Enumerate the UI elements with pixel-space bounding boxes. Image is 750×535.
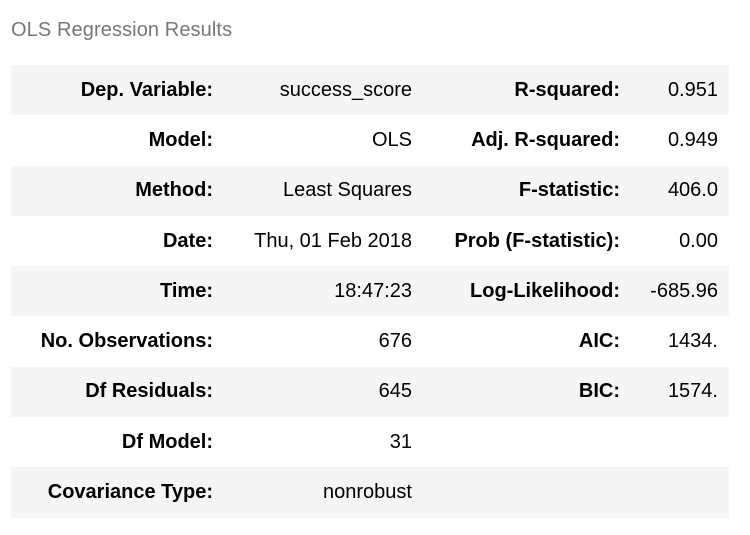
right-label-cell: Log-Likelihood:	[423, 266, 631, 317]
table-row: Df Residuals: 645 BIC: 1574.	[11, 366, 729, 418]
right-label-cell: Prob (F-statistic):	[423, 215, 631, 267]
right-value-cell: 0.951	[631, 65, 729, 116]
table-row: Time: 18:47:23 Log-Likelihood: -685.96	[11, 266, 729, 317]
table-row: Model: OLS Adj. R-squared: 0.949	[11, 115, 729, 166]
left-value-cell: success_score	[224, 65, 423, 116]
table-row: Method: Least Squares F-statistic: 406.0	[11, 165, 729, 216]
left-value-cell: Least Squares	[224, 165, 423, 216]
right-label-cell: AIC:	[423, 316, 631, 367]
right-value-cell	[631, 467, 729, 518]
left-label-cell: No. Observations:	[11, 316, 224, 367]
ols-results-table: Dep. Variable: success_score R-squared: …	[11, 65, 729, 518]
left-label-cell: Dep. Variable:	[11, 65, 224, 116]
right-label-cell: BIC:	[423, 366, 631, 418]
table-row: Covariance Type: nonrobust	[11, 467, 729, 518]
left-value-cell: nonrobust	[224, 467, 423, 518]
left-label-cell: Df Residuals:	[11, 366, 224, 418]
right-value-cell: 1434.	[631, 316, 729, 367]
left-value-cell: 31	[224, 417, 423, 468]
left-label-cell: Date:	[11, 215, 224, 267]
left-label-cell: Time:	[11, 266, 224, 317]
left-value-cell: 18:47:23	[224, 266, 423, 317]
right-value-cell	[631, 417, 729, 468]
left-label-cell: Df Model:	[11, 417, 224, 468]
right-value-cell: 406.0	[631, 165, 729, 216]
right-value-cell: 0.00	[631, 215, 729, 267]
right-value-cell: 0.949	[631, 115, 729, 166]
right-label-cell	[423, 467, 631, 518]
right-label-cell	[423, 417, 631, 468]
right-label-cell: Adj. R-squared:	[423, 115, 631, 166]
left-value-cell: 676	[224, 316, 423, 367]
table-row: Dep. Variable: success_score R-squared: …	[11, 65, 729, 116]
right-value-cell: -685.96	[631, 266, 729, 317]
table-row: Date: Thu, 01 Feb 2018 Prob (F-statistic…	[11, 215, 729, 267]
left-value-cell: 645	[224, 366, 423, 418]
table-caption: OLS Regression Results	[11, 19, 233, 41]
left-label-cell: Method:	[11, 165, 224, 216]
right-value-cell: 1574.	[631, 366, 729, 418]
left-value-cell: Thu, 01 Feb 2018	[224, 215, 423, 267]
left-label-cell: Model:	[11, 115, 224, 166]
table-row: Df Model: 31	[11, 417, 729, 468]
left-value-cell: OLS	[224, 115, 423, 166]
left-label-cell: Covariance Type:	[11, 467, 224, 518]
right-label-cell: F-statistic:	[423, 165, 631, 216]
table-row: No. Observations: 676 AIC: 1434.	[11, 316, 729, 367]
right-label-cell: R-squared:	[423, 65, 631, 116]
